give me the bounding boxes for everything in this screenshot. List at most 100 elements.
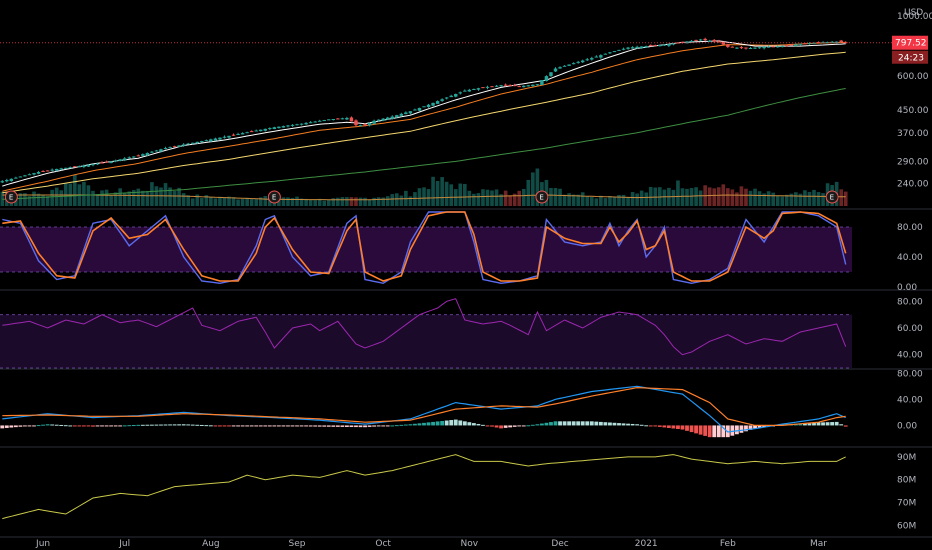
candle-body <box>540 80 544 85</box>
volume-bar <box>195 194 200 206</box>
volume-bar <box>290 197 295 206</box>
obv-tick-label: 90M <box>897 453 916 463</box>
macd-histogram-bar <box>317 425 322 427</box>
candle-body <box>218 137 222 140</box>
volume-bar <box>599 195 603 206</box>
macd-histogram-bar <box>530 424 535 426</box>
volume-bar <box>100 190 104 206</box>
volume-bar <box>757 191 762 206</box>
stoch-rsi-tick-label: 0.00 <box>897 283 917 293</box>
obv-tick-label: 70M <box>897 499 916 509</box>
candle-body <box>168 147 172 149</box>
macd-histogram-bar <box>186 424 191 426</box>
macd-histogram-bar <box>54 424 59 426</box>
macd-histogram-bar <box>422 422 426 426</box>
candle-body <box>762 46 766 49</box>
candle-body <box>717 41 721 43</box>
candle-body <box>263 128 268 131</box>
candle-body <box>422 106 426 108</box>
earnings-marker <box>535 190 549 204</box>
volume-bar <box>295 196 299 206</box>
volume-bar <box>798 193 803 206</box>
macd-histogram-bar <box>626 423 630 426</box>
volume-bar <box>671 189 676 206</box>
macd-histogram-bar <box>335 425 340 427</box>
price-tick-label: 240.00 <box>897 180 929 190</box>
candle-body <box>286 125 290 127</box>
time-tick-label: Dec <box>551 539 568 549</box>
macd-histogram-bar <box>195 424 200 426</box>
candle-body <box>172 146 177 148</box>
volume-bar <box>422 187 426 206</box>
candle-body <box>766 46 771 48</box>
candle-body <box>227 135 231 138</box>
candle-body <box>349 117 354 122</box>
candle-body <box>630 47 635 49</box>
macd-histogram-bar <box>657 425 662 427</box>
candle-body <box>154 150 159 152</box>
macd-histogram-bar <box>13 425 18 428</box>
macd-histogram-bar <box>635 424 640 426</box>
last-price-badge <box>892 35 928 50</box>
volume-bar <box>549 187 553 206</box>
volume-bar <box>18 193 23 206</box>
candle-body <box>658 44 662 47</box>
macd-histogram-bar <box>653 425 658 427</box>
candle-body <box>399 113 404 116</box>
macd-histogram-bar <box>476 423 481 426</box>
candle-body <box>825 41 830 43</box>
sma-slow-line <box>2 51 846 194</box>
candle-body <box>580 60 585 63</box>
candle-body <box>757 47 762 49</box>
candle-body <box>431 102 435 106</box>
volume-bar <box>227 196 231 206</box>
volume-bar <box>372 197 376 206</box>
candle-body <box>780 46 784 48</box>
candle-body <box>812 42 816 44</box>
candle-body <box>118 159 122 161</box>
macd-histogram-bar <box>313 425 318 427</box>
candle-body <box>127 157 131 159</box>
volume-bar <box>331 198 336 206</box>
macd-histogram-bar <box>345 425 349 427</box>
candle-body <box>372 120 376 124</box>
candle-body <box>472 89 476 91</box>
volume-bar <box>50 189 54 206</box>
volume-bar <box>816 192 821 206</box>
time-tick-label: Oct <box>375 539 391 549</box>
last-price-value: 797.52 <box>895 39 927 49</box>
volume-bar <box>476 193 481 206</box>
candle-body <box>200 141 204 143</box>
candle-body <box>739 47 744 49</box>
sma-long-line <box>2 88 846 200</box>
candle-body <box>676 42 680 44</box>
volume-ma-line <box>2 194 846 201</box>
macd-histogram-bar <box>694 425 698 434</box>
earnings-marker <box>267 190 281 204</box>
macd-histogram-bar <box>276 425 281 427</box>
volume-bar <box>245 197 249 206</box>
volume-bar <box>762 193 766 206</box>
macd-histogram-bar <box>467 422 472 426</box>
macd-histogram-bar <box>45 424 50 426</box>
time-tick-label: Mar <box>810 539 827 549</box>
candle-body <box>413 109 417 111</box>
macd-histogram-bar <box>118 425 123 427</box>
candle-body <box>159 149 163 152</box>
candle-body <box>259 129 263 132</box>
candle-body <box>639 46 644 49</box>
volume-bar <box>784 194 789 206</box>
volume-bar <box>118 188 122 206</box>
volume-bar <box>181 193 186 206</box>
volume-bar <box>281 197 286 206</box>
candle-body <box>68 167 73 169</box>
volume-bar <box>109 194 113 206</box>
macd-histogram-bar <box>671 425 676 429</box>
volume-bar <box>753 188 757 206</box>
macd-signal-line <box>2 386 846 426</box>
candle-body <box>277 126 281 129</box>
sma-mid-line <box>2 41 846 192</box>
macd-histogram-bar <box>485 425 490 427</box>
